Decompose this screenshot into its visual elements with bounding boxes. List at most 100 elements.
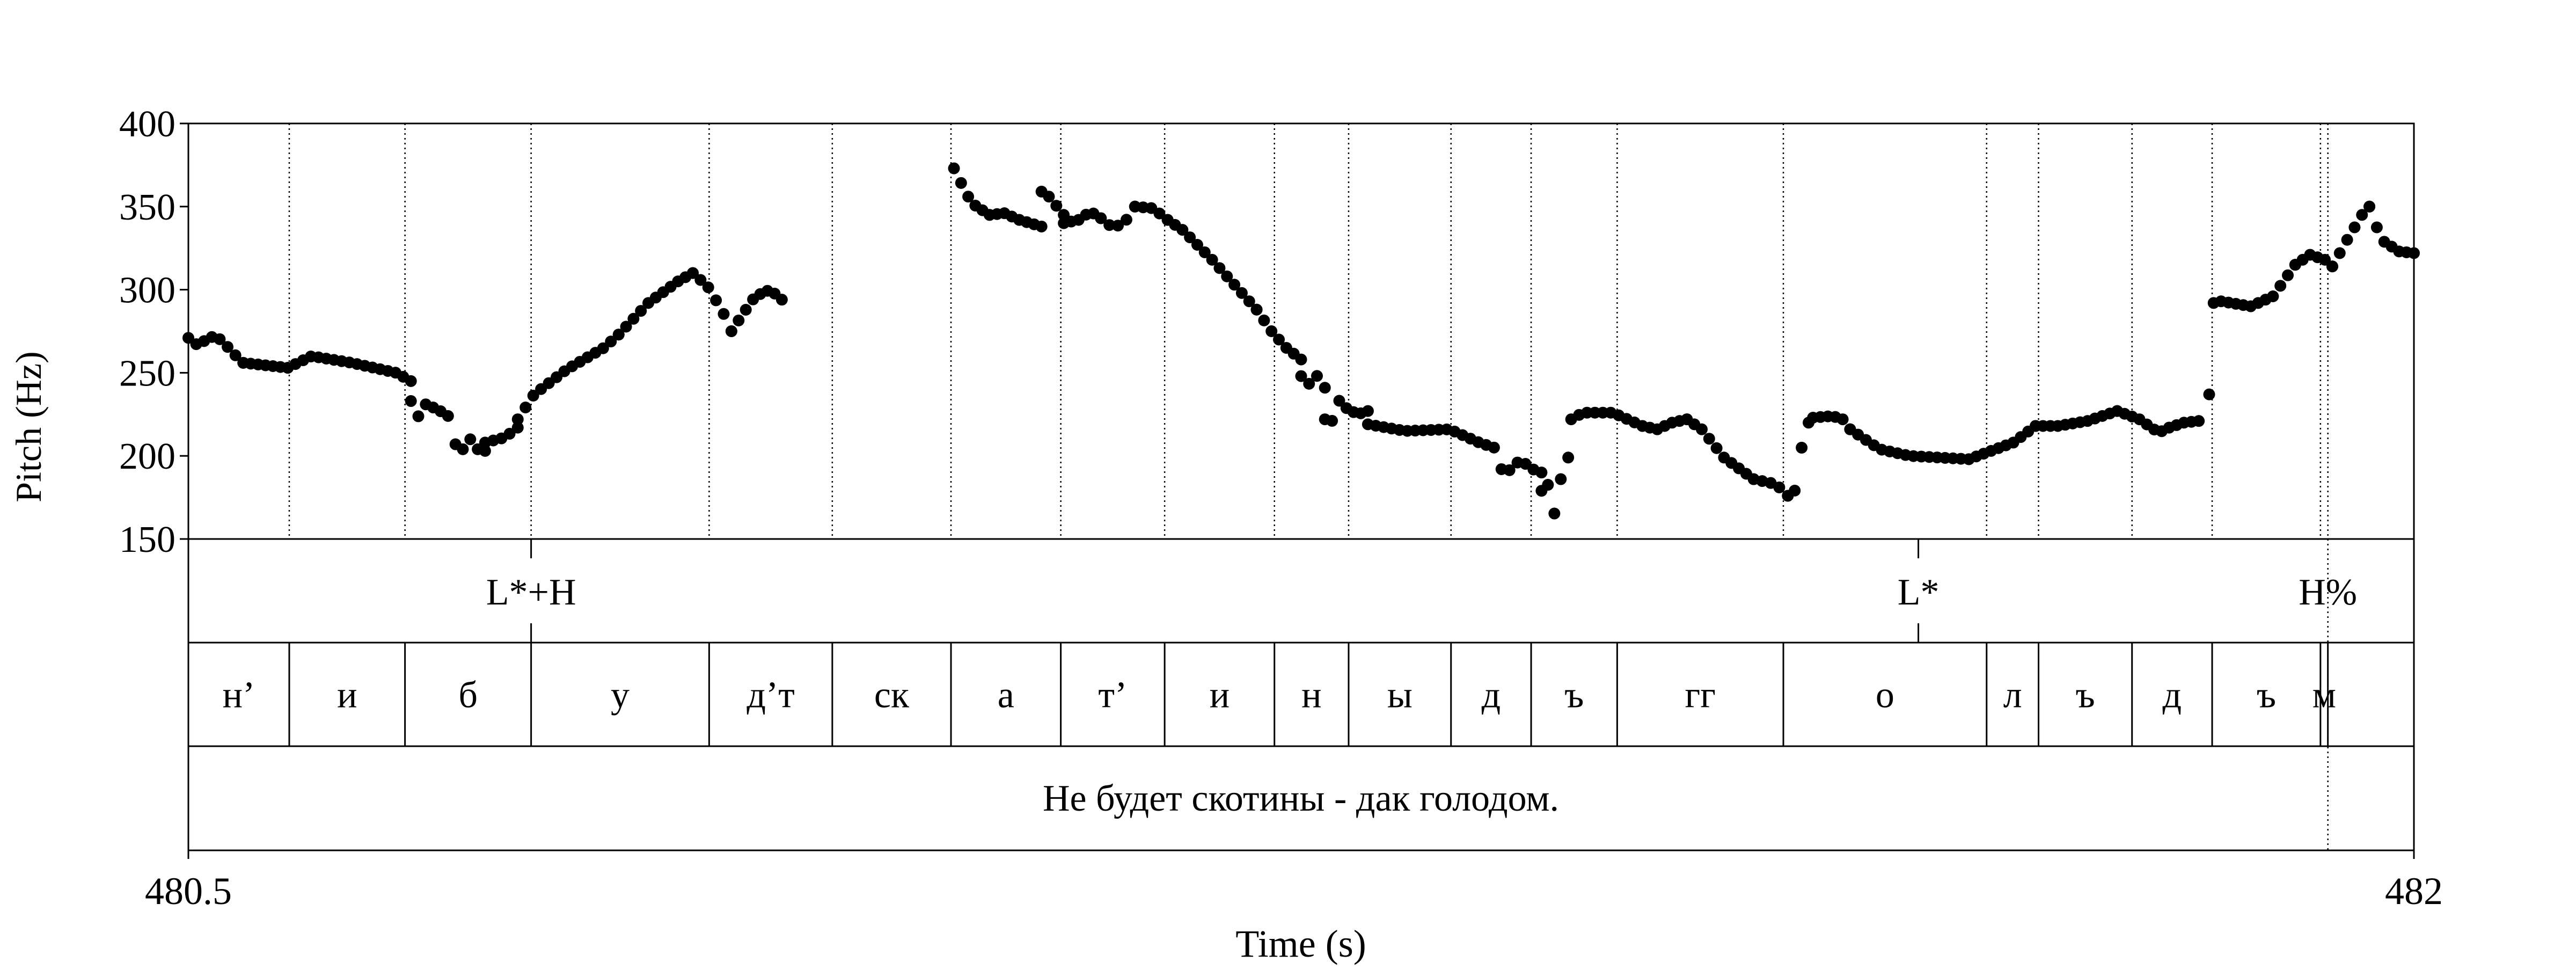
segment-label-14: о bbox=[1876, 675, 1894, 716]
pitch-point-39 bbox=[457, 443, 469, 455]
pitch-point-137 bbox=[1265, 325, 1278, 337]
pitch-point-221 bbox=[1836, 413, 1849, 426]
pitch-point-132 bbox=[1235, 287, 1248, 299]
segment-label-0: н’ bbox=[223, 675, 255, 716]
pitch-point-138 bbox=[1273, 333, 1285, 346]
y-axis-label: Pitch (Hz) bbox=[8, 351, 49, 502]
pitch-point-33 bbox=[412, 410, 425, 422]
pitch-point-128 bbox=[1206, 253, 1218, 266]
pitch-point-129 bbox=[1213, 262, 1226, 274]
pitch-point-112 bbox=[1095, 212, 1107, 224]
pitch-point-113 bbox=[1103, 219, 1116, 231]
x-axis-label: Time (s) bbox=[1235, 922, 1366, 965]
pitch-point-103 bbox=[1043, 191, 1055, 203]
pitch-point-60 bbox=[605, 336, 617, 348]
pitch-point-175 bbox=[1535, 467, 1548, 479]
pitch-point-114 bbox=[1112, 220, 1124, 232]
pitch-point-177 bbox=[1542, 479, 1554, 491]
pitch-point-180 bbox=[1562, 451, 1575, 464]
segment-label-5: ск bbox=[874, 675, 910, 716]
tone-label-1: L* bbox=[1898, 572, 1940, 613]
pitch-point-141 bbox=[1295, 353, 1307, 366]
pitch-point-144 bbox=[1311, 370, 1323, 382]
y-tick-label-350: 350 bbox=[119, 187, 175, 228]
pitch-point-274 bbox=[2203, 388, 2215, 400]
pitch-point-101 bbox=[1035, 220, 1048, 232]
segment-label-17: д bbox=[2163, 675, 2182, 716]
pitch-point-293 bbox=[2326, 260, 2338, 273]
pitch-point-31 bbox=[405, 375, 417, 387]
pitch-point-63 bbox=[620, 320, 632, 333]
pitch-point-81 bbox=[740, 304, 752, 316]
y-tick-label-250: 250 bbox=[119, 353, 175, 394]
segment-label-1: и bbox=[337, 675, 357, 716]
pitch-point-0 bbox=[182, 332, 194, 344]
pitch-point-4 bbox=[214, 333, 226, 345]
pitch-point-89 bbox=[962, 191, 975, 203]
pitch-point-49 bbox=[519, 402, 532, 414]
pitch-point-115 bbox=[1120, 214, 1132, 226]
pitch-point-75 bbox=[702, 281, 714, 294]
pitch-point-87 bbox=[948, 162, 960, 174]
y-tick-label-400: 400 bbox=[119, 104, 175, 145]
pitch-point-152 bbox=[1362, 405, 1374, 417]
pitch-point-42 bbox=[479, 445, 491, 457]
tone-label-0: L*+H bbox=[486, 572, 576, 613]
pitch-point-125 bbox=[1184, 231, 1196, 244]
pitch-point-211 bbox=[1773, 481, 1785, 493]
pitch-point-299 bbox=[2363, 200, 2376, 213]
pitch-point-64 bbox=[627, 312, 640, 325]
pitch-point-80 bbox=[733, 314, 745, 326]
tone-label-2: H% bbox=[2299, 572, 2357, 613]
pitch-point-284 bbox=[2274, 280, 2287, 292]
pitch-point-130 bbox=[1221, 270, 1233, 282]
pitch-point-171 bbox=[1503, 464, 1516, 476]
tier-frame bbox=[187, 538, 2415, 851]
segment-label-13: гг bbox=[1685, 675, 1715, 716]
pitch-point-169 bbox=[1488, 441, 1500, 454]
pitch-plot-frame bbox=[187, 122, 2415, 540]
segment-label-6: а bbox=[998, 675, 1014, 716]
pitch-point-88 bbox=[955, 177, 967, 189]
pitch-point-65 bbox=[635, 305, 647, 317]
pitch-point-62 bbox=[612, 329, 625, 341]
segment-label-12: ъ bbox=[1564, 675, 1584, 716]
x-tick-label-start: 480.5 bbox=[145, 870, 232, 913]
segment-label-7: т’ bbox=[1098, 675, 1127, 716]
segment-label-9: н bbox=[1301, 675, 1321, 716]
pitch-point-135 bbox=[1250, 303, 1263, 316]
pitch-point-37 bbox=[442, 410, 454, 422]
segment-label-19: м bbox=[2312, 675, 2336, 716]
segment-label-10: ы bbox=[1387, 675, 1413, 716]
y-axis-ticks: 400 350 300 250 200 150 bbox=[119, 104, 188, 560]
segment-label-4: д’т bbox=[747, 675, 795, 716]
pitch-point-300 bbox=[2370, 221, 2383, 234]
pitch-point-283 bbox=[2267, 290, 2279, 302]
pitch-point-178 bbox=[1548, 507, 1561, 520]
pitch-point-145 bbox=[1319, 382, 1331, 394]
pitch-point-296 bbox=[2348, 221, 2361, 234]
x-tick-label-end: 482 bbox=[2385, 870, 2443, 913]
pitch-point-285 bbox=[2282, 269, 2294, 281]
pitch-point-215 bbox=[1796, 441, 1808, 454]
pitch-point-131 bbox=[1228, 279, 1241, 291]
segment-label-18: ъ bbox=[2257, 675, 2276, 716]
pitch-point-79 bbox=[725, 325, 737, 337]
pitch-point-6 bbox=[229, 349, 241, 361]
pitch-point-73 bbox=[686, 267, 699, 279]
pitch-point-74 bbox=[694, 274, 707, 286]
pitch-point-46 bbox=[503, 427, 516, 440]
pitch-point-32 bbox=[405, 395, 417, 407]
segment-label-15: л bbox=[2003, 675, 2022, 716]
pitch-point-273 bbox=[2193, 415, 2205, 427]
pitch-point-148 bbox=[1333, 395, 1345, 407]
segment-label-2: б bbox=[458, 675, 478, 716]
segment-label-11: д bbox=[1482, 675, 1501, 716]
pitch-point-50 bbox=[527, 389, 539, 402]
pitch-point-305 bbox=[2408, 247, 2420, 259]
pitch-point-214 bbox=[1789, 484, 1801, 497]
sentence-transcription: Не будет скотины - дак голодом. bbox=[1043, 778, 1559, 819]
tone-tier: L*+H L* H% bbox=[486, 539, 2357, 643]
segment-label-16: ъ bbox=[2076, 675, 2095, 716]
